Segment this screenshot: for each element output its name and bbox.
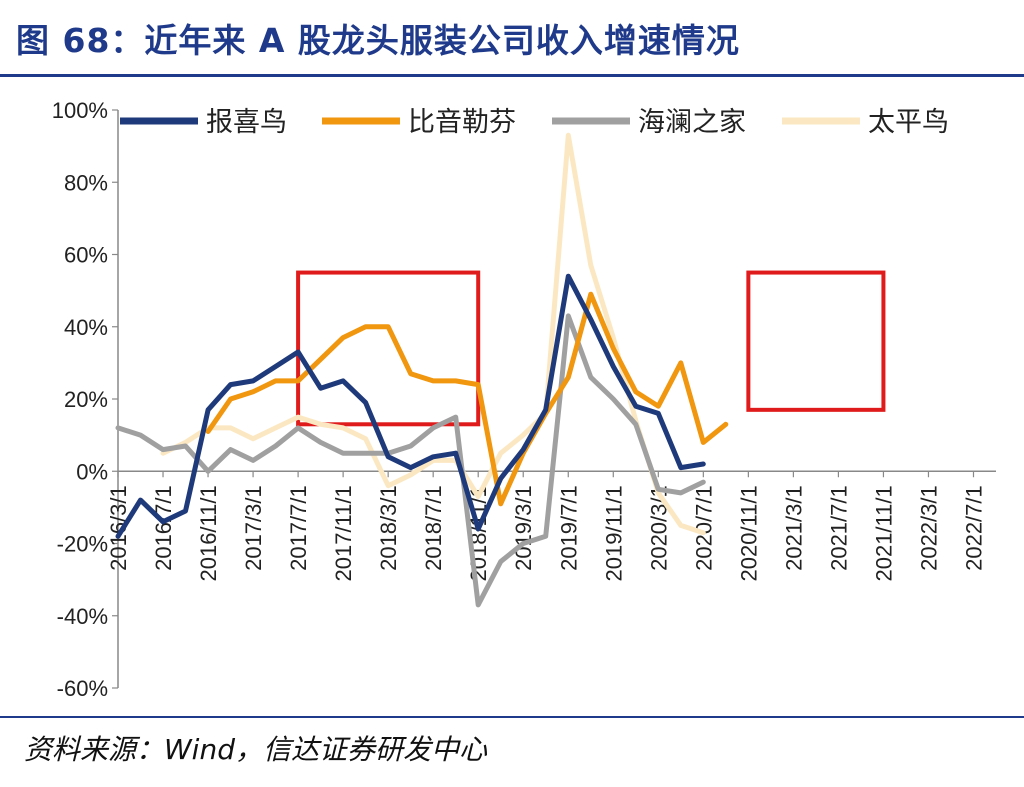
x-tick-label: 2021/11/1 [871, 485, 896, 581]
x-tick-label: 2019/3/1 [511, 485, 536, 571]
y-tick-label: 20% [64, 387, 108, 412]
series-line-1 [115, 273, 706, 539]
source-divider [0, 716, 1024, 718]
x-tick-label: 2022/7/1 [961, 485, 986, 571]
x-tick-label: 2016/3/1 [106, 485, 131, 571]
x-tick-label: 2018/7/1 [421, 485, 446, 571]
x-tick-label: 2021/3/1 [781, 485, 806, 571]
x-tick-label: 2016/11/1 [196, 485, 221, 581]
highlight-box [296, 270, 481, 427]
chart-series [115, 132, 729, 608]
y-tick-label: 80% [64, 170, 108, 195]
x-tick-label: 2016/7/1 [151, 485, 176, 571]
x-tick-label: 2022/3/1 [916, 485, 941, 571]
page-title: 图 68：近年来 A 股龙头服装公司收入增速情况 [16, 21, 740, 60]
x-tick-label: 2019/7/1 [556, 485, 581, 571]
x-tick-label: 2020/3/1 [646, 485, 671, 571]
legend-label: 比音勒芬 [408, 107, 516, 138]
x-tick-label: 2017/3/1 [241, 485, 266, 571]
x-tick-label: 2017/11/1 [331, 485, 356, 581]
x-tick-label: 2017/7/1 [286, 485, 311, 571]
y-tick-label: -60% [57, 676, 108, 701]
series-line-2 [205, 291, 729, 507]
legend-label: 海澜之家 [638, 107, 746, 138]
y-tick-label: -40% [57, 604, 108, 629]
y-tick-label: -20% [57, 532, 108, 557]
source-note: 资料来源：Wind，信达证券研发中心 [24, 733, 487, 766]
y-tick-label: 40% [64, 315, 108, 340]
title-divider [0, 74, 1024, 77]
x-tick-label: 2019/11/1 [601, 485, 626, 581]
chart-annotations [296, 270, 886, 427]
y-tick-label: 100% [52, 98, 108, 123]
y-tick-label: 0% [76, 459, 108, 484]
chart-legend: 报喜鸟 比音勒芬 海澜之家 太平鸟 [120, 107, 949, 138]
series-line-4 [160, 132, 706, 536]
series-line-3 [115, 313, 706, 608]
x-tick-label: 2020/11/1 [736, 485, 761, 581]
y-tick-label: 60% [64, 243, 108, 268]
x-tick-label: 2018/3/1 [376, 485, 401, 571]
x-tick-label: 2021/7/1 [826, 485, 851, 571]
chart-axes: -60% -40% -20% 0% 20% 40% 60% 80% 100% 2016/3/1 20… [52, 98, 996, 701]
highlight-box [746, 270, 886, 412]
legend-label: 报喜鸟 [206, 107, 287, 138]
legend-label: 太平鸟 [868, 107, 949, 138]
